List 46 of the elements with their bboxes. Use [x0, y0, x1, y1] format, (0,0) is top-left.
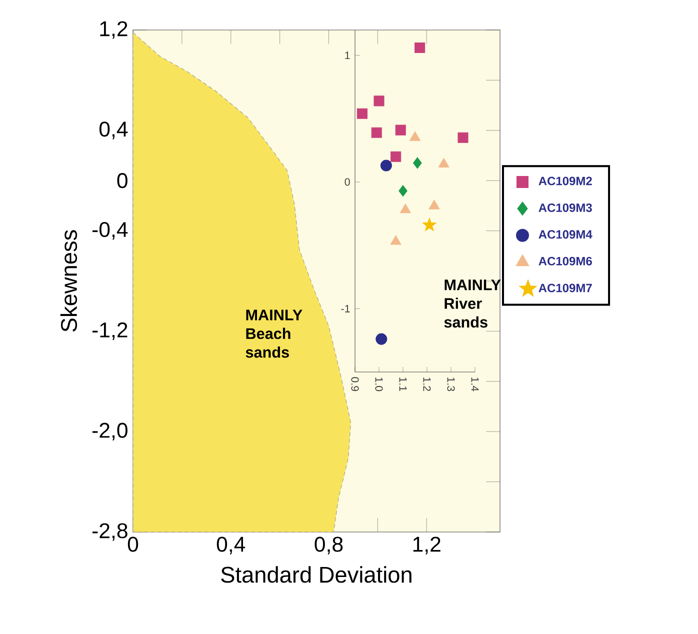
- y-tick-label: 0: [117, 173, 128, 188]
- legend-label: AC109M7: [538, 284, 592, 292]
- point: [428, 200, 440, 210]
- point: [356, 108, 368, 119]
- point: [376, 333, 388, 345]
- point: [438, 158, 450, 168]
- x-tick-label: 1.4: [471, 378, 479, 392]
- x-tick-label: 1,2: [413, 536, 440, 554]
- x-tick-label: 0: [128, 536, 138, 552]
- y-tick-label: 0,4: [99, 122, 128, 140]
- point: [380, 160, 392, 172]
- x-tick-label: 0,8: [314, 536, 343, 554]
- point: [374, 96, 384, 106]
- point: [413, 157, 422, 169]
- y-tick-label: 1,2: [100, 21, 128, 39]
- y-tick-label: -1: [341, 304, 350, 312]
- x-tick-label: 1.3: [447, 378, 455, 392]
- annotation: MAINLY River sands: [444, 280, 501, 328]
- legend-label: AC109M4: [538, 230, 592, 239]
- x-axis-title: Standard Deviation: [221, 566, 412, 583]
- y-tick-label: 0: [344, 178, 350, 186]
- x-tick-label: 1.0: [375, 378, 383, 392]
- point: [371, 127, 382, 138]
- x-tick-label: 0.9: [351, 377, 359, 392]
- y-axis-title: Skewness: [60, 230, 78, 332]
- legend-label: AC109M6: [538, 256, 592, 266]
- point: [400, 204, 411, 214]
- y-tick-label: -0,4: [92, 222, 128, 240]
- legend-label: AC109M3: [538, 203, 592, 212]
- point: [410, 131, 420, 141]
- point: [398, 185, 408, 197]
- point: [414, 42, 426, 53]
- point: [390, 235, 402, 245]
- y-tick-label: -2,8: [92, 523, 128, 541]
- y-tick-label: 1: [345, 52, 350, 59]
- x-tick-label: 0,4: [216, 536, 246, 554]
- x-tick-label: 1.1: [399, 378, 407, 392]
- point: [390, 151, 402, 162]
- annotation: MAINLY Beach sands: [246, 310, 302, 358]
- y-tick-label: -2,0: [92, 422, 128, 440]
- y-tick-label: -1,2: [92, 322, 128, 340]
- legend-label: AC109M2: [538, 176, 592, 186]
- point: [422, 218, 436, 231]
- x-tick-label: 1.2: [423, 378, 431, 391]
- point: [395, 124, 406, 136]
- point: [458, 132, 468, 143]
